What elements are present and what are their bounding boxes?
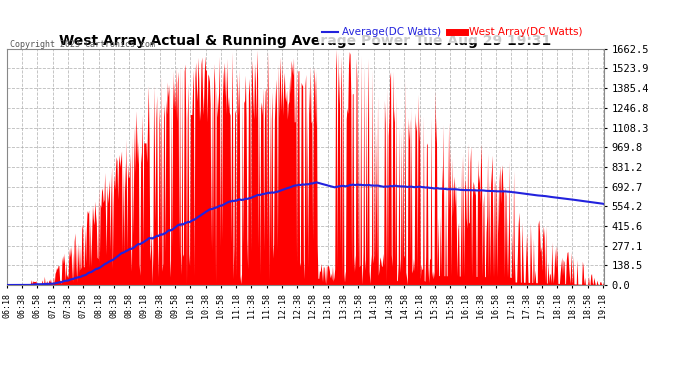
Title: West Array Actual & Running Average Power Tue Aug 29 19:31: West Array Actual & Running Average Powe…: [59, 34, 551, 48]
Text: Copyright 2023 Cartronics.com: Copyright 2023 Cartronics.com: [10, 40, 155, 49]
Legend: Average(DC Watts), West Array(DC Watts): Average(DC Watts), West Array(DC Watts): [317, 23, 586, 42]
